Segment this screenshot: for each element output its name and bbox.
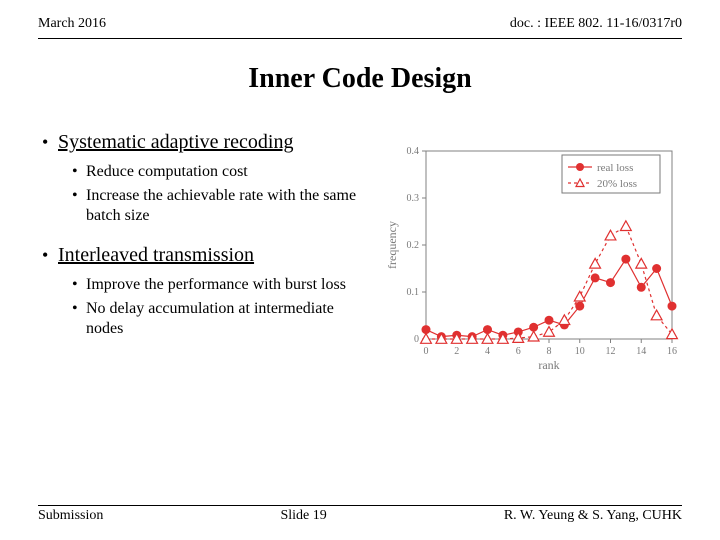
svg-text:16: 16 xyxy=(667,346,677,357)
svg-text:0: 0 xyxy=(424,346,429,357)
svg-text:2: 2 xyxy=(454,346,459,357)
bullet-list: • Systematic adaptive recoding •Reduce c… xyxy=(38,131,370,357)
sub-bullet-text: Reduce computation cost xyxy=(86,162,248,182)
svg-text:12: 12 xyxy=(606,346,616,357)
footer-center: Slide 19 xyxy=(280,508,326,524)
bullet-item: • Interleaved transmission •Improve the … xyxy=(42,244,370,339)
slide-header: March 2016 doc. : IEEE 802. 11-16/0317r0 xyxy=(0,0,720,36)
bullet-item: • Systematic adaptive recoding •Reduce c… xyxy=(42,131,370,226)
svg-text:0.1: 0.1 xyxy=(407,287,420,298)
sub-bullet-text: No delay accumulation at intermediate no… xyxy=(86,299,370,339)
bullet-label: Interleaved transmission xyxy=(58,244,254,267)
svg-text:0.2: 0.2 xyxy=(407,240,420,251)
slide-footer: Submission Slide 19 R. W. Yeung & S. Yan… xyxy=(38,505,682,524)
svg-text:20% loss: 20% loss xyxy=(597,178,637,190)
sub-bullet-item: •Reduce computation cost xyxy=(72,162,370,182)
chart-frequency-rank: 00.10.20.30.40246810121416rankfrequencyr… xyxy=(382,131,682,357)
footer-left: Submission xyxy=(38,508,103,524)
svg-text:6: 6 xyxy=(516,346,521,357)
svg-text:0.3: 0.3 xyxy=(407,193,420,204)
chart-svg: 0 0.1 0.2 0.3 0.4 0 2 4 6 8 10 12 14 16 rank frequency r… xyxy=(382,141,682,371)
svg-text:real loss: real loss xyxy=(597,162,633,174)
sub-bullet-item: •Improve the performance with burst loss xyxy=(72,275,370,295)
header-rule xyxy=(38,38,682,39)
slide-content: • Systematic adaptive recoding •Reduce c… xyxy=(0,131,720,357)
header-doc-id: doc. : IEEE 802. 11-16/0317r0 xyxy=(510,16,682,32)
svg-text:rank: rank xyxy=(538,358,559,371)
svg-text:8: 8 xyxy=(547,346,552,357)
sub-bullet-item: •No delay accumulation at intermediate n… xyxy=(72,299,370,339)
bullet-marker: • xyxy=(42,245,58,266)
svg-text:4: 4 xyxy=(485,346,490,357)
slide-title: Inner Code Design xyxy=(0,63,720,95)
bullet-label: Systematic adaptive recoding xyxy=(58,131,293,154)
sub-bullet-text: Improve the performance with burst loss xyxy=(86,275,346,295)
sub-bullet-item: •Increase the achievable rate with the s… xyxy=(72,186,370,226)
sub-bullet-text: Increase the achievable rate with the sa… xyxy=(86,186,370,226)
footer-right: R. W. Yeung & S. Yang, CUHK xyxy=(504,508,682,524)
svg-text:frequency: frequency xyxy=(385,221,399,269)
svg-text:0.4: 0.4 xyxy=(407,146,420,157)
header-date: March 2016 xyxy=(38,16,106,32)
bullet-marker: • xyxy=(42,132,58,153)
footer-rule xyxy=(38,505,682,506)
svg-text:14: 14 xyxy=(636,346,646,357)
svg-text:0: 0 xyxy=(414,334,419,345)
svg-text:10: 10 xyxy=(575,346,585,357)
